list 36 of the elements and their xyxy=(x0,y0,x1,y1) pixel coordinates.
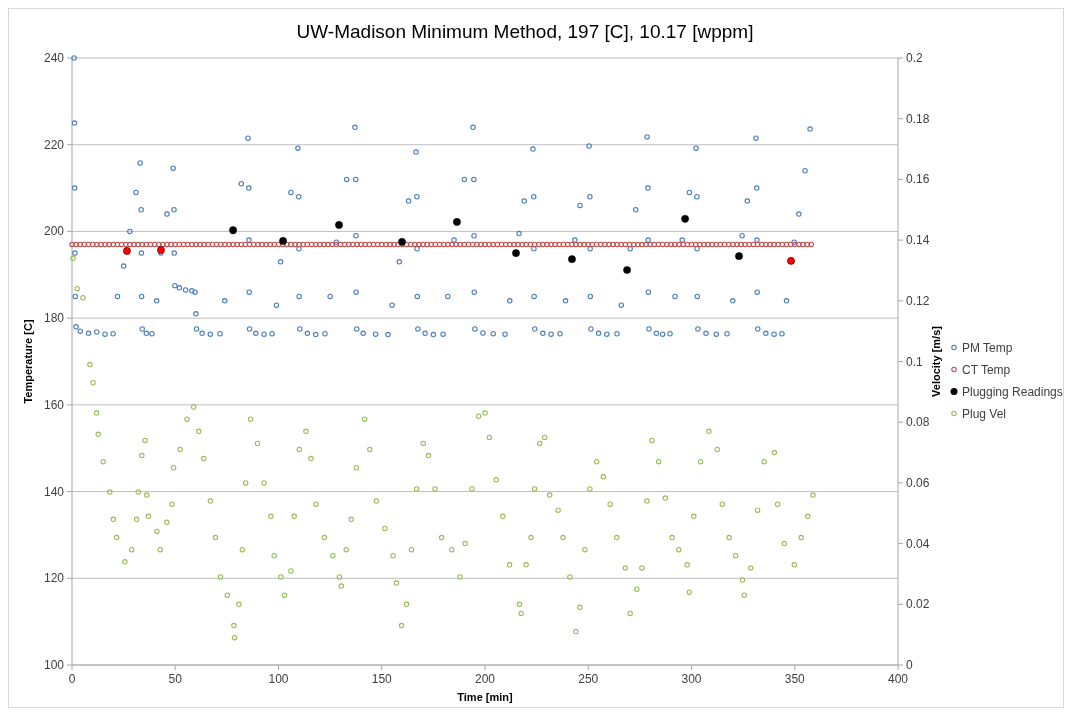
legend-label: Plug Vel xyxy=(962,406,1007,421)
x-tick-label: 150 xyxy=(371,672,393,686)
y2-tick-label: 0.16 xyxy=(906,172,930,187)
x-axis-title: Time [min] xyxy=(457,691,514,703)
y2-tick-label: 0.06 xyxy=(906,475,930,490)
legend-label: PM Temp xyxy=(962,340,1013,355)
y2-axis-title: Velocity [m/s] xyxy=(930,325,942,397)
y2-tick-label: 0.2 xyxy=(906,51,924,65)
y2-tick-label: 0 xyxy=(906,658,913,672)
chart-title: UW-Madison Minimum Method, 197 [C], 10.17 [wppm] xyxy=(296,21,754,42)
y-tick-label: 200 xyxy=(43,224,65,239)
y2-tick-label: 0.04 xyxy=(906,536,930,551)
legend-label: Plugging Readings xyxy=(962,384,1063,399)
legend-label: CT Temp xyxy=(962,362,1011,377)
y-tick-label: 100 xyxy=(43,658,65,672)
y-tick-label: 120 xyxy=(43,571,65,586)
x-tick-label: 400 xyxy=(887,672,909,686)
y-tick-label: 180 xyxy=(43,311,65,326)
y2-tick-label: 0.18 xyxy=(906,111,930,126)
x-tick-label: 0 xyxy=(68,672,76,686)
y-tick-label: 220 xyxy=(43,137,65,152)
y2-tick-label: 0.12 xyxy=(906,293,930,308)
y-tick-label: 240 xyxy=(43,51,65,65)
x-tick-label: 100 xyxy=(268,672,289,686)
x-tick-label: 200 xyxy=(474,672,496,686)
y-axis-title: Temperature [C] xyxy=(22,319,34,404)
y-tick-label: 140 xyxy=(43,484,65,499)
y2-tick-label: 0.14 xyxy=(906,233,930,248)
y2-tick-label: 0.08 xyxy=(906,415,930,430)
y2-tick-label: 0.1 xyxy=(906,354,924,369)
y-tick-label: 160 xyxy=(43,397,65,412)
y2-tick-label: 0.02 xyxy=(906,597,930,612)
x-tick-label: 50 xyxy=(168,672,183,686)
x-tick-label: 350 xyxy=(784,672,806,686)
x-tick-label: 250 xyxy=(578,672,599,686)
x-tick-label: 300 xyxy=(681,672,702,686)
